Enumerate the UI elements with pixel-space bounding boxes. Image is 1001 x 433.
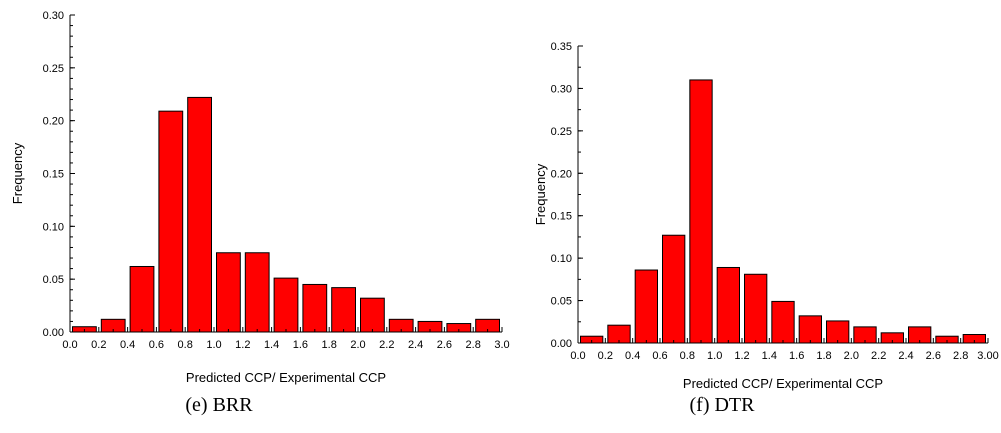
- x-tick-label: 1.8: [322, 339, 337, 351]
- y-tick-label: 0.00: [551, 338, 572, 350]
- x-tick-label: 0.6: [149, 339, 164, 351]
- histogram-bar: [634, 269, 659, 344]
- y-axis-title: Frequency: [533, 163, 548, 225]
- histogram-bar: [244, 252, 270, 333]
- histogram-bar: [826, 320, 850, 344]
- x-tick-label: 2.2: [379, 339, 394, 351]
- y-tick-label: 0.05: [43, 274, 64, 286]
- y-tick-label: 0.30: [551, 83, 572, 95]
- panel-caption: (e) BRR: [185, 394, 253, 416]
- histogram-bar: [716, 266, 741, 344]
- y-tick-label: 0.05: [551, 296, 572, 308]
- histogram-bar: [662, 234, 686, 344]
- histogram-bar: [331, 287, 357, 333]
- y-tick-label: 0.15: [43, 169, 64, 181]
- x-tick-label: 1.8: [816, 350, 831, 362]
- histogram-bar: [689, 79, 713, 344]
- x-tick-label: 2.4: [408, 339, 423, 351]
- x-tick-label: 1.0: [206, 339, 221, 351]
- x-tick-label: 3.0: [494, 339, 509, 351]
- y-tick-label: 0.00: [43, 327, 64, 339]
- x-tick-label: 0.0: [62, 339, 77, 351]
- histogram-bar: [187, 96, 212, 333]
- x-tick-label: 2.0: [844, 350, 859, 362]
- histogram-bar: [798, 315, 823, 344]
- y-axis-title: Frequency: [10, 142, 25, 204]
- histogram-bar: [129, 265, 155, 333]
- x-tick-label: 2.6: [437, 339, 452, 351]
- y-tick-label: 0.25: [551, 126, 572, 138]
- x-tick-label: 2.8: [466, 339, 481, 351]
- x-tick-label: 0.2: [91, 339, 106, 351]
- x-tick-label: 2.8: [953, 350, 968, 362]
- y-tick-label: 0.30: [43, 10, 64, 22]
- x-tick-label: 0.4: [625, 350, 640, 362]
- histogram-bar: [216, 252, 241, 333]
- y-tick-label: 0.20: [551, 168, 572, 180]
- x-tick-label: 1.4: [264, 339, 279, 351]
- histogram-bar: [302, 283, 328, 333]
- x-tick-label: 0.2: [598, 350, 613, 362]
- histogram-bar: [158, 110, 184, 333]
- x-tick-label: 0.0: [570, 350, 585, 362]
- histogram-bar: [744, 273, 768, 344]
- x-tick-label: 2.0: [350, 339, 365, 351]
- x-tick-label: 1.4: [762, 350, 777, 362]
- x-tick-label: 0.8: [680, 350, 695, 362]
- y-tick-label: 0.10: [43, 221, 64, 233]
- histogram-bar: [273, 277, 299, 333]
- chart-panel-dtr: 0.00 0.05 0.10 0.15 0.20 0.25 0.30 0.35 0.0 0.2 0.…: [533, 41, 999, 416]
- y-tick-label: 0.20: [43, 116, 64, 128]
- x-tick-label: 0.6: [652, 350, 667, 362]
- x-tick-label: 2.6: [926, 350, 941, 362]
- y-tick-label: 0.10: [551, 253, 572, 265]
- histogram-bar: [771, 300, 795, 344]
- x-tick-label: 3.00: [977, 350, 998, 362]
- x-tick-label: 1.6: [789, 350, 804, 362]
- panel-caption: (f) DTR: [690, 394, 756, 416]
- x-tick-label: 1.2: [235, 339, 250, 351]
- x-tick-label: 0.4: [120, 339, 135, 351]
- y-tick-label: 0.15: [551, 211, 572, 223]
- y-tick-label: 0.25: [43, 63, 64, 75]
- x-axis-title: Predicted CCP/ Experimental CCP: [683, 376, 883, 391]
- chart-panel-brr: 0.00 0.05 0.10 0.15 0.20 0.25 0.30 0.0 0.2 0.4 0.6…: [10, 10, 510, 416]
- x-tick-label: 1.2: [734, 350, 749, 362]
- x-tick-label: 1.0: [707, 350, 722, 362]
- x-tick-label: 2.4: [898, 350, 913, 362]
- histogram-bar: [360, 297, 385, 333]
- y-tick-label: 0.35: [551, 41, 572, 53]
- x-tick-label: 1.6: [293, 339, 308, 351]
- x-tick-label: 0.8: [178, 339, 193, 351]
- x-axis-title: Predicted CCP/ Experimental CCP: [186, 370, 386, 385]
- x-tick-label: 2.2: [871, 350, 886, 362]
